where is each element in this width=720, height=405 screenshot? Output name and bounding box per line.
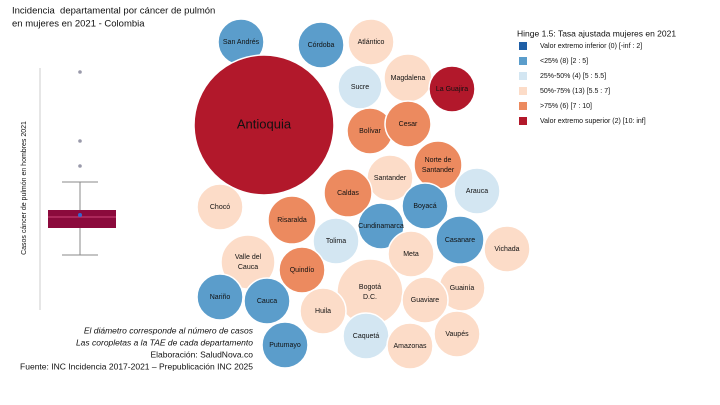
bubble xyxy=(267,195,317,245)
bubble xyxy=(193,54,335,196)
bubble xyxy=(483,225,531,273)
legend-swatch xyxy=(519,117,527,125)
y-axis-label: Casos cáncer de pulmón en hombres 2021 xyxy=(21,121,28,255)
bubble-label: Huila xyxy=(315,308,331,315)
legend-label: Valor extremo inferior (0) [-inf : 2] xyxy=(540,43,642,50)
bubble-label: Atlántico xyxy=(358,39,385,46)
bubble-label: Antioquia xyxy=(237,116,292,131)
note: Las coropletas a la TAE de cada departam… xyxy=(76,337,253,347)
outlier xyxy=(78,164,82,168)
bubble-label: Cundinamarca xyxy=(358,223,404,230)
title-line: Incidencia departamental por cáncer de p… xyxy=(12,6,215,17)
bubble-label: La Guajira xyxy=(436,86,468,93)
bubble xyxy=(384,100,432,148)
bubble-label: Putumayo xyxy=(269,342,301,349)
bubble-label: Amazonas xyxy=(393,343,427,350)
bubble xyxy=(433,310,481,358)
legend-label: 50%-75% (13) [5.5 : 7] xyxy=(540,88,610,95)
legend-swatch xyxy=(519,87,527,95)
legend-swatch xyxy=(519,72,527,80)
bubble-label: D.C. xyxy=(363,294,377,301)
bubble xyxy=(196,183,244,231)
bubble-label: Córdoba xyxy=(308,42,335,49)
bubble-label: Guainía xyxy=(450,285,475,292)
bubble-label: Sucre xyxy=(351,84,369,91)
bubble-label: Vaupés xyxy=(445,331,469,338)
bubble-label: Caquetá xyxy=(353,333,380,340)
bubble-label: Valle del xyxy=(235,254,262,261)
bubble-label: Cauca xyxy=(238,264,258,271)
bubble-label: Bolívar xyxy=(359,128,381,135)
bubble-label: Casanare xyxy=(445,237,475,244)
legend: Hinge 1.5: Tasa ajustada mujeres en 2021… xyxy=(517,28,676,125)
bubble xyxy=(413,140,463,190)
boxplot: Casos cáncer de pulmón en hombres 2021 xyxy=(21,68,116,310)
bubble xyxy=(387,230,435,278)
bubble xyxy=(297,21,345,69)
bubble-label: Tolima xyxy=(326,238,346,245)
legend-swatch xyxy=(519,102,527,110)
bubble xyxy=(386,322,434,370)
bubble-label: San Andrés xyxy=(223,39,260,46)
bubble xyxy=(243,277,291,325)
bubble-label: Chocó xyxy=(210,204,230,211)
bubbles: San Andrés Córdoba Atlántico Sucre Magdalena… xyxy=(193,18,531,370)
legend-label: >75% (6) [7 : 10] xyxy=(540,103,592,110)
bubble-label: Guaviare xyxy=(411,297,440,304)
source: Fuente: INC Incidencia 2017-2021 – Prepu… xyxy=(20,361,253,371)
bubble xyxy=(261,321,309,369)
legend-label: 25%-50% (4) [5 : 5.5] xyxy=(540,73,606,80)
legend-label: <25% (8) [2 : 5] xyxy=(540,58,588,65)
bubble-label: Santander xyxy=(374,175,407,182)
point xyxy=(78,213,82,217)
legend-swatch xyxy=(519,57,527,65)
bubble xyxy=(299,287,347,335)
bubble-label: Magdalena xyxy=(391,75,426,82)
bubble-label: Cauca xyxy=(257,298,277,305)
bubble-label: Nariño xyxy=(210,294,231,301)
note: Elaboración: SaludNova.co xyxy=(150,349,253,359)
bubble-label: Bogotá xyxy=(359,284,381,291)
bubble xyxy=(357,202,405,250)
bubble-label: Boyacá xyxy=(413,203,436,210)
bubble-label: Cesar xyxy=(399,121,418,128)
note: El diámetro corresponde al número de cas… xyxy=(84,325,254,335)
bubble-label: Santander xyxy=(422,167,455,174)
bubble-label: Norte de xyxy=(425,157,452,164)
outlier xyxy=(78,70,82,74)
bubble-label: Arauca xyxy=(466,188,488,195)
bubble-label: Caldas xyxy=(337,190,359,197)
bubble-label: Risaralda xyxy=(277,217,307,224)
title-line: en mujeres en 2021 - Colombia xyxy=(12,19,145,30)
legend-label: Valor extremo superior (2) [10: inf] xyxy=(540,118,646,125)
bubble xyxy=(428,65,476,113)
bubble xyxy=(401,276,449,324)
bubble xyxy=(401,182,449,230)
outlier xyxy=(78,139,82,143)
legend-swatch xyxy=(519,42,527,50)
box xyxy=(48,210,116,228)
bubble xyxy=(453,167,501,215)
bubble xyxy=(323,168,373,218)
bubble xyxy=(347,18,395,66)
bubble xyxy=(278,246,326,294)
bubble xyxy=(337,64,383,110)
bubble xyxy=(196,273,244,321)
bubble-label: Vichada xyxy=(494,246,519,253)
bubble-label: Meta xyxy=(403,251,419,258)
legend-title: Hinge 1.5: Tasa ajustada mujeres en 2021 xyxy=(517,28,676,38)
bubble xyxy=(435,215,485,265)
bubble-label: Quindío xyxy=(290,267,315,274)
bubble xyxy=(312,217,360,265)
